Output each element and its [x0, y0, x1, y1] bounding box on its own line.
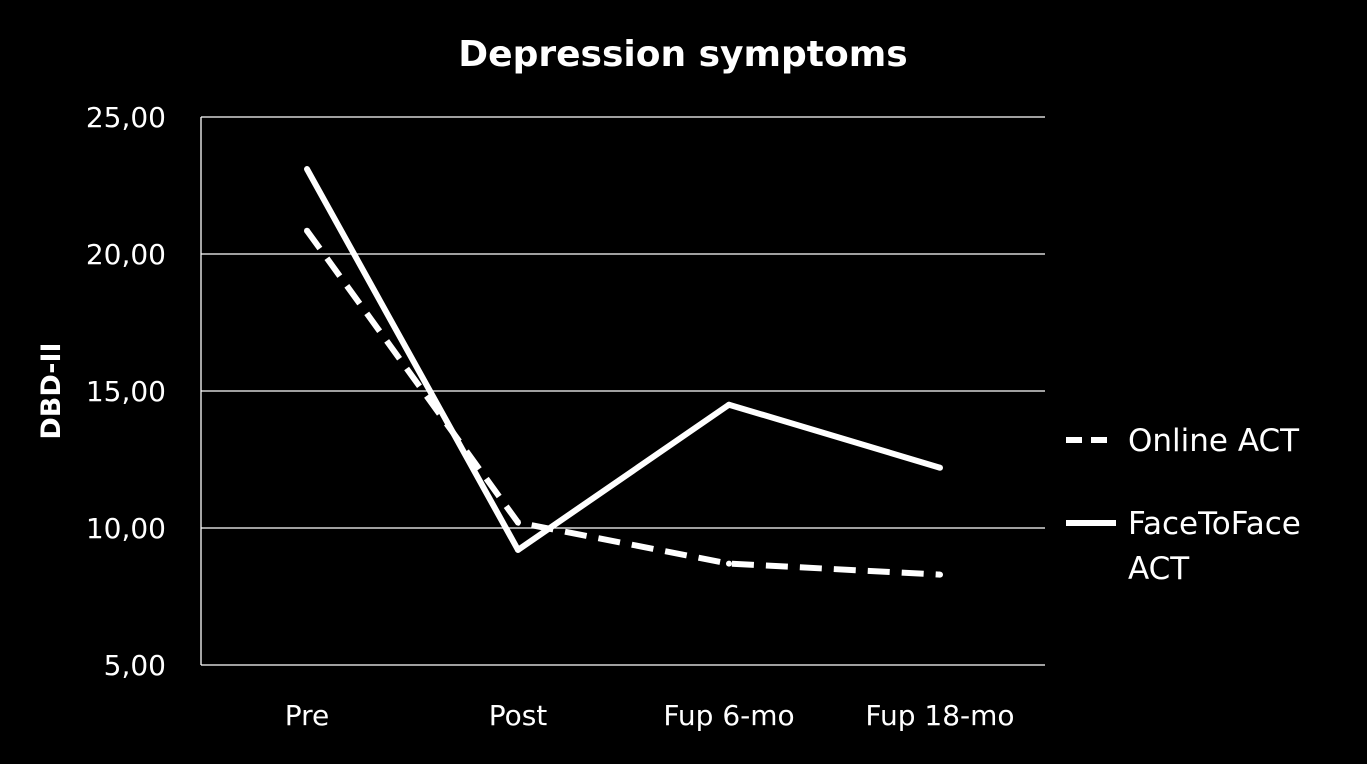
y-tick-label-5: 5,00	[104, 649, 166, 682]
y-axis-label: DBD-II	[36, 342, 67, 439]
y-tick-label-25: 25,00	[86, 101, 166, 134]
series-0-point-1	[515, 519, 521, 526]
series-lines	[304, 166, 943, 578]
y-tick-labels: 5,00 10,00 15,00 20,00 25,00	[86, 101, 166, 682]
y-tick-label-15: 15,00	[86, 375, 166, 408]
series-0-point-3	[937, 571, 943, 578]
chart-title: Depression symptoms	[458, 34, 907, 75]
x-tick-label-0: Pre	[285, 699, 330, 732]
x-tick-label-1: Post	[489, 699, 548, 732]
legend-label-0: Online ACT	[1128, 423, 1300, 459]
x-tick-label-3: Fup 18-mo	[865, 699, 1014, 732]
gridlines	[200, 116, 1045, 666]
series-1-point-0	[304, 166, 310, 173]
series-line-1	[304, 167, 941, 553]
legend-label-1: FaceToFace ACT	[1128, 506, 1301, 587]
series-1-point-3	[937, 464, 943, 471]
legend: Online ACT FaceToFace ACT	[1066, 423, 1301, 587]
y-tick-label-20: 20,00	[86, 238, 166, 271]
x-tick-label-2: Fup 6-mo	[663, 699, 794, 732]
series-1-point-1	[515, 546, 521, 553]
series-1-point-2	[726, 401, 732, 408]
x-tick-labels: Pre Post Fup 6-mo Fup 18-mo	[285, 699, 1015, 732]
series-line-0	[304, 228, 941, 578]
series-0-point-0	[304, 227, 310, 234]
y-tick-label-10: 10,00	[86, 512, 166, 545]
series-0-point-2	[726, 560, 732, 567]
